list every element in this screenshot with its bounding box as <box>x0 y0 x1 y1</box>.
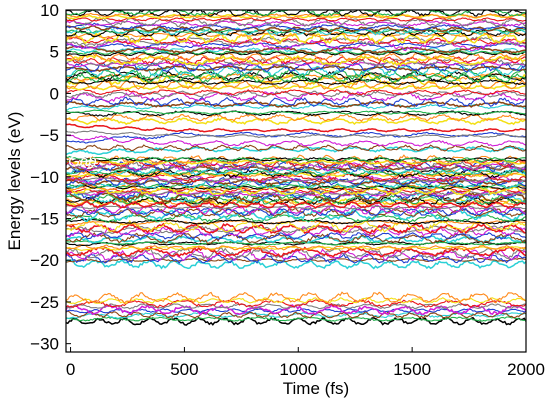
energy-level-trace <box>66 160 526 171</box>
energy-level-trace <box>66 131 526 144</box>
series-layer <box>66 10 526 326</box>
energy-level-trace <box>66 159 526 168</box>
energy-level-trace <box>66 168 526 179</box>
energy-level-trace <box>66 310 526 319</box>
y-tick-label: 0 <box>50 84 59 103</box>
energy-level-trace <box>66 207 526 219</box>
energy-level-trace <box>66 113 526 122</box>
energy-level-trace <box>66 79 526 86</box>
energy-level-trace <box>66 146 526 156</box>
x-tick-label: 500 <box>170 360 198 379</box>
energy-level-trace <box>66 253 526 264</box>
energy-level-trace <box>66 134 526 147</box>
energy-level-trace <box>66 72 526 84</box>
energy-level-trace <box>66 26 526 36</box>
energy-level-trace <box>66 303 526 310</box>
y-axis-label: Energy levels (eV) <box>5 112 24 251</box>
energy-level-trace <box>66 68 526 80</box>
energy-level-trace <box>66 54 526 67</box>
energy-level-trace <box>66 172 526 183</box>
plot-frame <box>65 9 527 353</box>
energy-level-trace <box>66 200 526 210</box>
energy-level-trace <box>66 61 526 68</box>
energy-level-trace <box>66 22 526 31</box>
energy-level-trace <box>66 259 526 270</box>
energy-level-trace <box>66 299 526 309</box>
x-tick-label: 0 <box>66 360 75 379</box>
energy-level-trace <box>66 207 526 217</box>
energy-level-trace <box>66 25 526 33</box>
energy-level-trace <box>66 184 526 192</box>
energy-level-trace <box>66 36 526 45</box>
energy-level-trace <box>66 88 526 96</box>
energy-level-trace <box>66 51 526 62</box>
energy-level-trace <box>66 311 526 320</box>
y-tick-label: −15 <box>30 210 59 229</box>
gap-annotation: Gap <box>68 153 96 170</box>
y-tick-label: −20 <box>30 251 59 270</box>
energy-level-trace <box>66 103 526 111</box>
energy-level-trace <box>66 176 526 187</box>
y-tick-label: −10 <box>30 168 59 187</box>
energy-level-trace <box>66 183 526 189</box>
energy-level-trace <box>66 154 526 165</box>
energy-level-trace <box>66 109 526 115</box>
y-tick-label: −5 <box>40 126 59 145</box>
energy-level-trace <box>66 168 526 177</box>
annotation-layer: Gap <box>68 153 96 170</box>
y-tick-label: 5 <box>50 43 59 62</box>
x-tick-label: 2000 <box>507 360 545 379</box>
energy-level-trace <box>66 167 526 176</box>
energy-level-trace <box>66 189 526 196</box>
energy-level-trace <box>66 130 526 139</box>
energy-level-trace <box>66 144 526 152</box>
energy-level-trace <box>66 219 526 233</box>
energy-level-trace <box>66 36 526 47</box>
y-tick-label: −25 <box>30 293 59 312</box>
energy-level-trace <box>66 225 526 235</box>
energy-level-trace <box>66 155 526 163</box>
energy-level-trace <box>66 61 526 73</box>
energy-level-trace <box>66 243 526 251</box>
energy-level-trace <box>66 17 526 22</box>
energy-level-trace <box>66 156 526 162</box>
energy-level-trace <box>66 231 526 240</box>
energy-level-trace <box>66 70 526 83</box>
x-tick-label: 1000 <box>279 360 317 379</box>
energy-level-trace <box>66 297 526 305</box>
energy-level-trace <box>66 10 526 17</box>
energy-level-trace <box>66 316 526 322</box>
energy-level-trace <box>66 12 526 19</box>
x-tick-label: 1500 <box>393 360 431 379</box>
y-axis: −30 −25 −20 −15 −10 −5 0 5 10 <box>30 1 71 354</box>
energy-level-trace <box>66 64 526 78</box>
y-tick-label: 10 <box>40 1 59 20</box>
x-axis-label: Time (fs) <box>283 379 349 398</box>
energy-level-trace <box>66 16 526 28</box>
energy-level-trace <box>66 123 526 133</box>
energy-level-trace <box>66 20 526 27</box>
energy-level-trace <box>66 193 526 206</box>
energy-level-trace <box>66 57 526 68</box>
energy-level-trace <box>66 204 526 216</box>
energy-level-trace <box>66 246 526 258</box>
x-axis: 0 500 1000 1500 2000 <box>66 347 545 379</box>
y-tick-label: −30 <box>30 335 59 354</box>
energy-level-trace <box>66 96 526 107</box>
energy-level-trace <box>66 291 526 305</box>
